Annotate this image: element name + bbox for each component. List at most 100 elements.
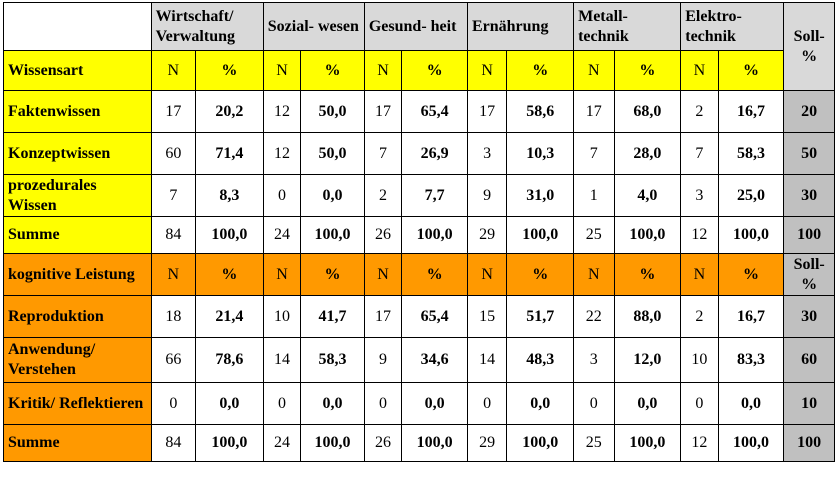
cell-percent: 100,0 [195,424,264,462]
column-header-sozialwesen: Sozial- wesen [262,2,365,51]
cell-n: 2 [363,174,403,217]
cell-n: 12 [680,216,719,254]
sub-header-n: N [363,50,403,91]
cell-n: 0 [150,382,197,425]
cell-percent: 68,0 [613,90,682,133]
sub-header-n: N [573,50,615,91]
section-label: Wissensart [3,50,152,91]
column-header-wirtschaft: Wirtschaft/ Verwaltung [150,2,264,51]
cell-n: 2 [680,90,719,133]
cell-n: 1 [573,174,615,217]
sub-header-n: N [150,50,197,91]
table-row: Konzeptwissen 60 71,4 12 50,0 7 26,9 3 10,3 7 28,0… [3,132,835,175]
sub-header-n: N [150,253,197,296]
cell-percent: 100,0 [613,216,682,254]
cell-n: 7 [363,132,403,175]
cell-n: 60 [150,132,197,175]
cell-n: 25 [573,216,615,254]
cell-percent: 100,0 [506,216,575,254]
cell-soll: 30 [783,295,835,338]
cell-percent: 100,0 [717,424,785,462]
cell-soll: 50 [783,132,835,175]
cell-n: 2 [680,295,719,338]
cell-n: 12 [262,132,302,175]
cell-percent: 88,0 [613,295,682,338]
sub-header-percent: % [195,50,264,91]
cell-n: 0 [262,174,302,217]
cell-n: 29 [466,424,508,462]
row-label: Summe [3,216,152,254]
cell-n: 7 [680,132,719,175]
row-label: prozedurales Wissen [3,174,152,217]
cell-percent: 65,4 [401,90,468,133]
cell-percent: 8,3 [195,174,264,217]
sub-header-n: N [573,253,615,296]
table-row: Summe 84 100,0 24 100,0 26 100,0 29 100,0 25 100,0… [3,424,835,462]
cell-n: 9 [466,174,508,217]
cell-percent: 12,0 [613,337,682,383]
cell-percent: 4,0 [613,174,682,217]
table-row: Kritik/ Reflektieren 0 0,0 0 0,0 0 0,0 0 0,0 0 0,0… [3,382,835,425]
cell-n: 0 [680,382,719,425]
cell-percent: 50,0 [300,132,365,175]
sub-header-percent: % [506,253,575,296]
cell-percent: 58,3 [300,337,365,383]
cell-soll: 20 [783,90,835,133]
cell-percent: 50,0 [300,90,365,133]
table-row: prozedurales Wissen 7 8,3 0 0,0 2 7,7 9 31,0 1 4,0… [3,174,835,217]
cell-n: 0 [466,382,508,425]
cell-percent: 41,7 [300,295,365,338]
cell-n: 17 [363,295,403,338]
row-label: Faktenwissen [3,90,152,133]
row-label: Kritik/ Reflektieren [3,382,152,425]
sub-header-n: N [466,253,508,296]
cell-n: 0 [573,382,615,425]
cell-n: 9 [363,337,403,383]
cell-percent: 58,6 [506,90,575,133]
cell-n: 10 [680,337,719,383]
cell-n: 14 [262,337,302,383]
column-header-metalltechnik: Metall- technik [573,2,682,51]
cell-percent: 0,0 [300,174,365,217]
sub-header-percent: % [401,253,468,296]
cell-percent: 0,0 [195,382,264,425]
cell-n: 7 [573,132,615,175]
cell-percent: 10,3 [506,132,575,175]
cell-n: 15 [466,295,508,338]
cell-n: 10 [262,295,302,338]
cell-percent: 83,3 [717,337,785,383]
cell-percent: 34,6 [401,337,468,383]
cell-percent: 0,0 [717,382,785,425]
cell-percent: 100,0 [506,424,575,462]
cell-percent: 16,7 [717,295,785,338]
table-row: Faktenwissen 17 20,2 12 50,0 17 65,4 17 58,6 17 68… [3,90,835,133]
cell-n: 0 [363,382,403,425]
sub-header-percent: % [717,50,785,91]
sub-header-n: N [680,50,719,91]
cell-percent: 100,0 [401,424,468,462]
data-table: Wirtschaft/ Verwaltung Sozial- wesen Ges… [3,2,835,462]
section-header-row: kognitive Leistung N% N% N% N% N% N% Soll- % [3,253,835,296]
cell-n: 24 [262,424,302,462]
sub-header-percent: % [613,253,682,296]
cell-percent: 0,0 [506,382,575,425]
cell-soll: 100 [783,424,835,462]
cell-percent: 31,0 [506,174,575,217]
row-label: Summe [3,424,152,462]
cell-n: 26 [363,216,403,254]
cell-percent: 65,4 [401,295,468,338]
cell-n: 17 [363,90,403,133]
cell-soll: 60 [783,337,835,383]
cell-percent: 100,0 [401,216,468,254]
cell-percent: 71,4 [195,132,264,175]
cell-n: 84 [150,216,197,254]
cell-n: 17 [466,90,508,133]
cell-n: 3 [573,337,615,383]
sub-header-n: N [680,253,719,296]
cell-n: 12 [262,90,302,133]
table-row: Anwendung/ Verstehen 66 78,6 14 58,3 9 34,6 14 4… [3,337,835,383]
cell-n: 29 [466,216,508,254]
sub-header-percent: % [195,253,264,296]
cell-percent: 51,7 [506,295,575,338]
cell-percent: 21,4 [195,295,264,338]
